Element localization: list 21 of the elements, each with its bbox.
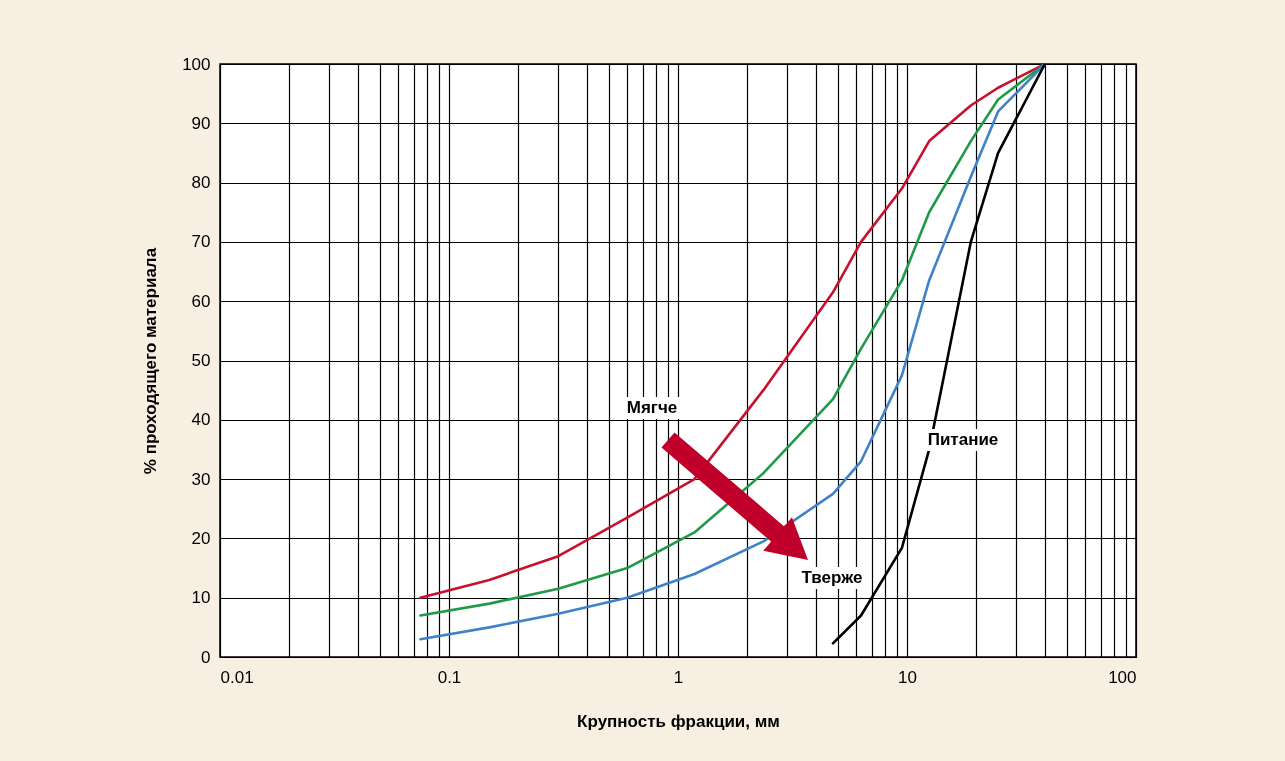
annotation: Мягче — [626, 398, 678, 417]
y-tick-label: 40 — [191, 410, 211, 430]
y-tick-label: 10 — [191, 588, 211, 608]
annotation: Питание — [927, 430, 999, 449]
y-tick-label: 50 — [191, 351, 211, 370]
y-tick-label: 100 — [182, 54, 211, 74]
y-tick-label: 0 — [201, 647, 211, 667]
y-tick-label: 90 — [191, 113, 211, 133]
x-tick-label: 1 — [673, 667, 684, 687]
y-tick-label: 70 — [191, 232, 211, 252]
y-tick-label: 30 — [191, 469, 211, 489]
y-tick-label: 20 — [191, 528, 211, 548]
x-tick-label: 0.1 — [437, 667, 462, 687]
x-tick-label: 10 — [898, 667, 917, 687]
x-tick-label: 100 — [1108, 667, 1137, 687]
y-tick-label: 60 — [191, 291, 211, 311]
annotation: Тверже — [801, 568, 863, 587]
x-tick-label: 0.01 — [220, 667, 254, 687]
y-axis-title: % проходящего материала — [141, 247, 161, 475]
x-axis-title: Крупность фракции, мм — [577, 711, 780, 731]
y-tick-label: 80 — [191, 173, 211, 193]
